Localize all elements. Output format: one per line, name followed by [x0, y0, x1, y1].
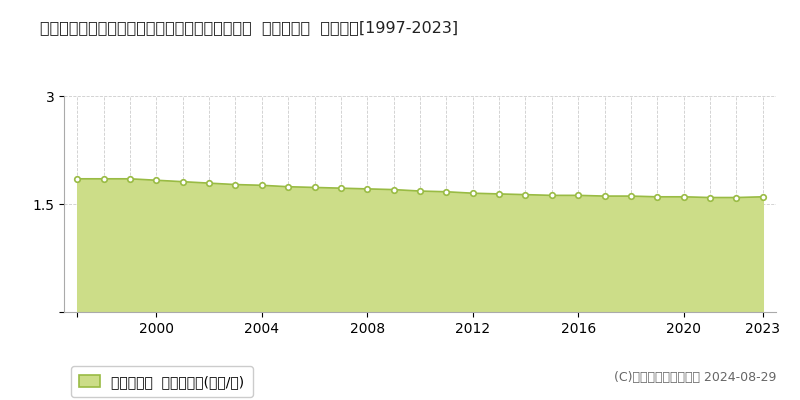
Text: (C)土地価格ドットコム 2024-08-29: (C)土地価格ドットコム 2024-08-29: [614, 371, 776, 384]
Text: 福島県耶麻郡磐梯町大字大谷字寺ノ前４６１番外  基準地価格  地価推移[1997-2023]: 福島県耶麻郡磐梯町大字大谷字寺ノ前４６１番外 基準地価格 地価推移[1997-2…: [40, 20, 458, 35]
Legend: 基準地価格  平均坪単価(万円/坪): 基準地価格 平均坪単価(万円/坪): [71, 366, 253, 397]
